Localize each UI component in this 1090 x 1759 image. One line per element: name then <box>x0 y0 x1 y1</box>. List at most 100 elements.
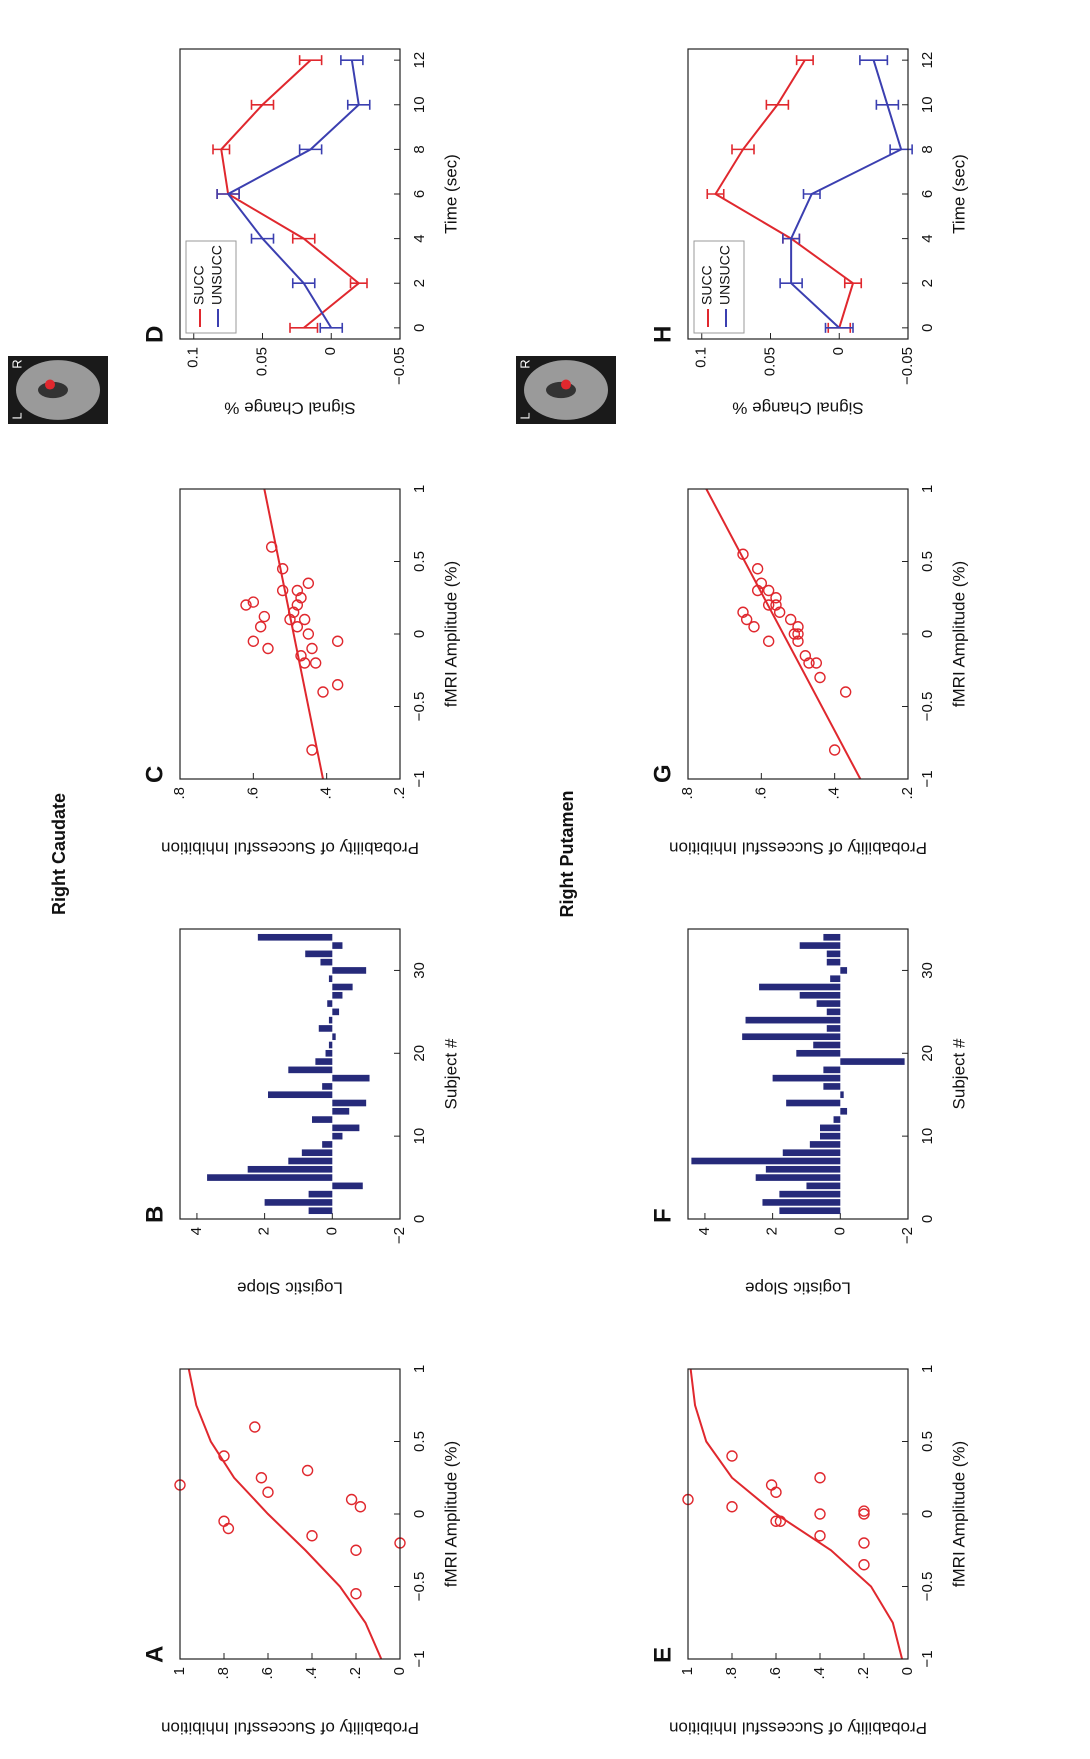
y-tick-label: 4 <box>188 1227 205 1235</box>
x-axis-label: fMRI Amplitude (%) <box>441 561 460 707</box>
y-tick-label: 1 <box>171 1667 188 1675</box>
bar <box>332 984 352 991</box>
bar <box>779 1207 840 1214</box>
scatter-point <box>263 644 273 654</box>
orientation-label: L <box>517 412 532 419</box>
bar <box>773 1075 841 1082</box>
y-tick-label: −2 <box>899 1227 916 1244</box>
bar <box>329 1042 332 1049</box>
fit-line <box>189 1369 381 1659</box>
y-tick-label: .6 <box>752 787 769 800</box>
x-axis-label: fMRI Amplitude (%) <box>949 1441 968 1587</box>
x-tick-label: −0.5 <box>919 1572 936 1602</box>
y-axis-label: Probability of Successful Inhibition <box>669 1719 927 1738</box>
y-tick-label: .8 <box>679 787 696 800</box>
bar <box>762 1199 840 1206</box>
bar <box>742 1033 840 1040</box>
scatter-point <box>307 644 317 654</box>
y-tick-label: 2 <box>256 1227 273 1235</box>
scatter-point <box>256 1473 266 1483</box>
bar <box>322 1083 332 1090</box>
bar <box>326 1050 333 1057</box>
bar <box>305 951 332 958</box>
y-tick-label: 4 <box>696 1227 713 1235</box>
bar <box>827 1025 841 1032</box>
bar <box>834 1116 841 1123</box>
bar <box>840 1091 843 1098</box>
x-tick-label: 30 <box>919 962 936 979</box>
x-tick-label: 0 <box>411 630 428 638</box>
fit-line <box>706 489 860 779</box>
scatter-point <box>311 658 321 668</box>
bar <box>327 1000 332 1007</box>
error-bar <box>290 323 318 333</box>
scatter-point <box>303 629 313 639</box>
x-axis-label: Time (sec) <box>441 154 460 234</box>
error-bar <box>732 144 754 154</box>
bar <box>332 967 366 974</box>
bar <box>309 1191 333 1198</box>
bar <box>207 1174 332 1181</box>
x-tick-label: 8 <box>411 145 428 153</box>
bar <box>248 1166 333 1173</box>
bar <box>823 1067 840 1074</box>
orientation-label: R <box>9 359 24 368</box>
panel-letter: A <box>141 1646 168 1663</box>
x-tick-label: 0.5 <box>411 1431 428 1452</box>
bar <box>332 1133 342 1140</box>
panel-letter: F <box>649 1208 676 1223</box>
bar <box>783 1149 841 1156</box>
figure-body: Right CaudateLRRight PutamenLRAfMRI Ampl… <box>8 49 968 1738</box>
legend-label: UNSUCC <box>209 245 225 305</box>
error-bar <box>876 100 898 110</box>
panel-letter: D <box>141 326 168 343</box>
x-tick-label: 8 <box>919 145 936 153</box>
bar <box>756 1174 841 1181</box>
panel-letter: C <box>141 766 168 783</box>
series-line <box>221 60 359 328</box>
x-tick-label: 6 <box>411 190 428 198</box>
error-bar <box>766 100 788 110</box>
bar <box>840 1058 904 1065</box>
bar <box>830 975 840 982</box>
bar <box>268 1091 332 1098</box>
scatter-point <box>727 1502 737 1512</box>
axes-box <box>180 1369 400 1659</box>
fit-line <box>264 489 323 779</box>
x-tick-label: −1 <box>919 1650 936 1667</box>
section-title: Right Caudate <box>49 793 69 915</box>
scatter-point <box>767 1480 777 1490</box>
scatter-point <box>307 1531 317 1541</box>
x-tick-label: 0.5 <box>411 551 428 572</box>
bar <box>823 934 840 941</box>
scatter-point <box>351 1545 361 1555</box>
scatter-point <box>219 1516 229 1526</box>
scatter-point <box>764 636 774 646</box>
brain-roi <box>561 380 571 390</box>
scatter-point <box>263 1487 273 1497</box>
bar <box>332 1100 366 1107</box>
fit-line <box>691 1369 902 1659</box>
orientation-label: L <box>9 412 24 419</box>
section-title: Right Putamen <box>557 790 577 917</box>
x-tick-label: 1 <box>411 485 428 493</box>
y-tick-label: .8 <box>215 1667 232 1680</box>
error-bar <box>826 323 854 333</box>
y-tick-label: 0 <box>322 347 339 355</box>
y-tick-label: −0.05 <box>899 347 916 385</box>
bar <box>312 1116 332 1123</box>
y-tick-label: .6 <box>259 1667 276 1680</box>
bar <box>820 1133 840 1140</box>
y-tick-label: .6 <box>244 787 261 800</box>
y-tick-label: .8 <box>171 787 188 800</box>
y-tick-label: 1 <box>679 1667 696 1675</box>
y-tick-label: 0 <box>323 1227 340 1235</box>
x-axis-label: Time (sec) <box>949 154 968 234</box>
error-bar <box>860 55 888 65</box>
y-tick-label: .4 <box>303 1667 320 1680</box>
legend-label: UNSUCC <box>717 245 733 305</box>
x-tick-label: 30 <box>411 962 428 979</box>
y-tick-label: .2 <box>391 787 408 800</box>
y-tick-label: .6 <box>767 1667 784 1680</box>
bar <box>779 1191 840 1198</box>
